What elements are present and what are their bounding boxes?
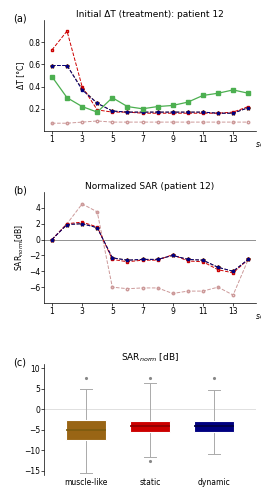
Bar (66, 420, 106, 440)
Title: Normalized SAR (patient 12): Normalized SAR (patient 12) (85, 182, 215, 191)
Title: SAR$_{norm}$ [dB]: SAR$_{norm}$ [dB] (121, 352, 179, 364)
X-axis label: sensor #: sensor # (256, 140, 261, 149)
Y-axis label: ΔT [°C]: ΔT [°C] (16, 62, 25, 89)
X-axis label: sensor #: sensor # (256, 312, 261, 321)
Text: (c): (c) (13, 358, 26, 368)
Title: Initial ΔT (treatment): patient 12: Initial ΔT (treatment): patient 12 (76, 10, 224, 19)
Text: (b): (b) (13, 186, 27, 196)
Y-axis label: SAR$_{norm}$[dB]: SAR$_{norm}$[dB] (14, 224, 26, 271)
Bar (194, 420, 234, 432)
Text: (a): (a) (13, 14, 26, 24)
Bar (130, 420, 170, 432)
